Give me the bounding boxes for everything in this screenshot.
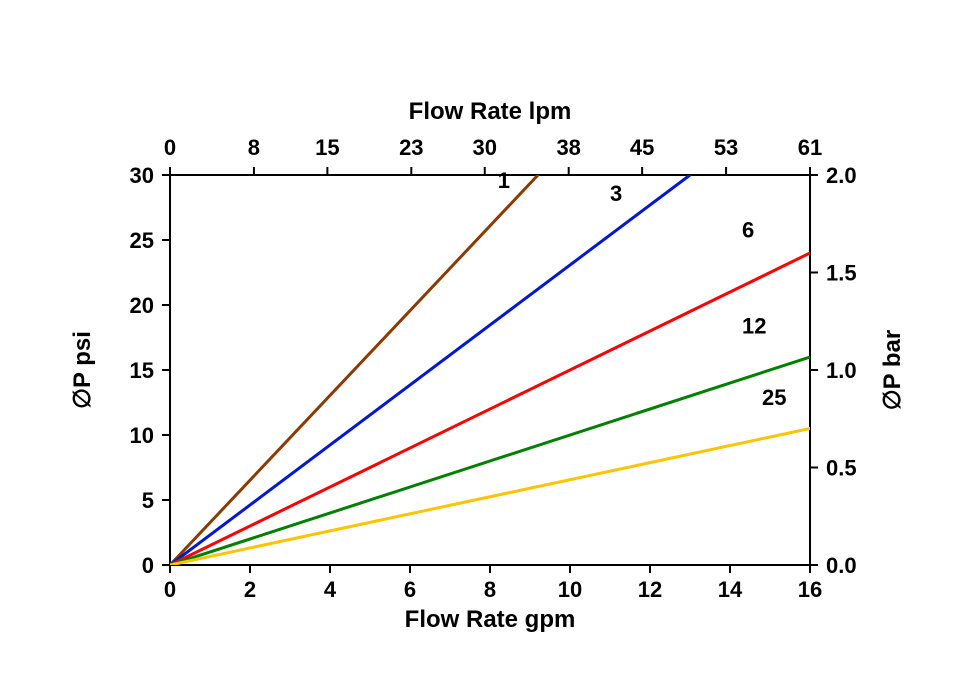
right-tick-label: 0.5 bbox=[826, 456, 857, 481]
top-tick-label: 0 bbox=[164, 135, 176, 160]
top-tick-label: 45 bbox=[630, 135, 654, 160]
bottom-tick-label: 8 bbox=[484, 577, 496, 602]
right-tick-label: 2.0 bbox=[826, 163, 857, 188]
chart-svg: 0246810121416Flow Rate gpm08152330384553… bbox=[0, 0, 958, 692]
axis-title-left: ∅P psi bbox=[69, 331, 96, 409]
bottom-tick-label: 6 bbox=[404, 577, 416, 602]
top-tick-label: 8 bbox=[248, 135, 260, 160]
chart-root: 0246810121416Flow Rate gpm08152330384553… bbox=[0, 0, 958, 692]
left-tick-label: 25 bbox=[130, 228, 154, 253]
top-tick-label: 30 bbox=[473, 135, 497, 160]
left-tick-label: 5 bbox=[142, 488, 154, 513]
left-tick-label: 10 bbox=[130, 423, 154, 448]
right-tick-label: 1.0 bbox=[826, 358, 857, 383]
top-tick-label: 53 bbox=[714, 135, 738, 160]
bottom-tick-label: 14 bbox=[718, 577, 743, 602]
bottom-tick-label: 16 bbox=[798, 577, 822, 602]
bottom-tick-label: 4 bbox=[324, 577, 337, 602]
bottom-tick-label: 12 bbox=[638, 577, 662, 602]
left-tick-label: 15 bbox=[130, 358, 154, 383]
series-label-1: 1 bbox=[498, 168, 510, 193]
top-tick-label: 38 bbox=[556, 135, 580, 160]
bottom-tick-label: 10 bbox=[558, 577, 582, 602]
axis-title-right: ∅P bar bbox=[879, 330, 906, 411]
axis-title-bottom: Flow Rate gpm bbox=[405, 606, 576, 633]
left-tick-label: 20 bbox=[130, 293, 154, 318]
right-tick-label: 1.5 bbox=[826, 261, 857, 286]
bottom-tick-label: 0 bbox=[164, 577, 176, 602]
axis-title-top: Flow Rate lpm bbox=[409, 98, 572, 125]
series-label-12: 12 bbox=[742, 314, 766, 339]
left-tick-label: 0 bbox=[142, 553, 154, 578]
series-label-25: 25 bbox=[762, 385, 786, 410]
bottom-tick-label: 2 bbox=[244, 577, 256, 602]
left-tick-label: 30 bbox=[130, 163, 154, 188]
top-tick-label: 61 bbox=[798, 135, 822, 160]
series-label-6: 6 bbox=[742, 217, 754, 242]
right-tick-label: 0.0 bbox=[826, 553, 857, 578]
series-label-3: 3 bbox=[610, 181, 622, 206]
top-tick-label: 23 bbox=[399, 135, 423, 160]
top-tick-label: 15 bbox=[315, 135, 339, 160]
